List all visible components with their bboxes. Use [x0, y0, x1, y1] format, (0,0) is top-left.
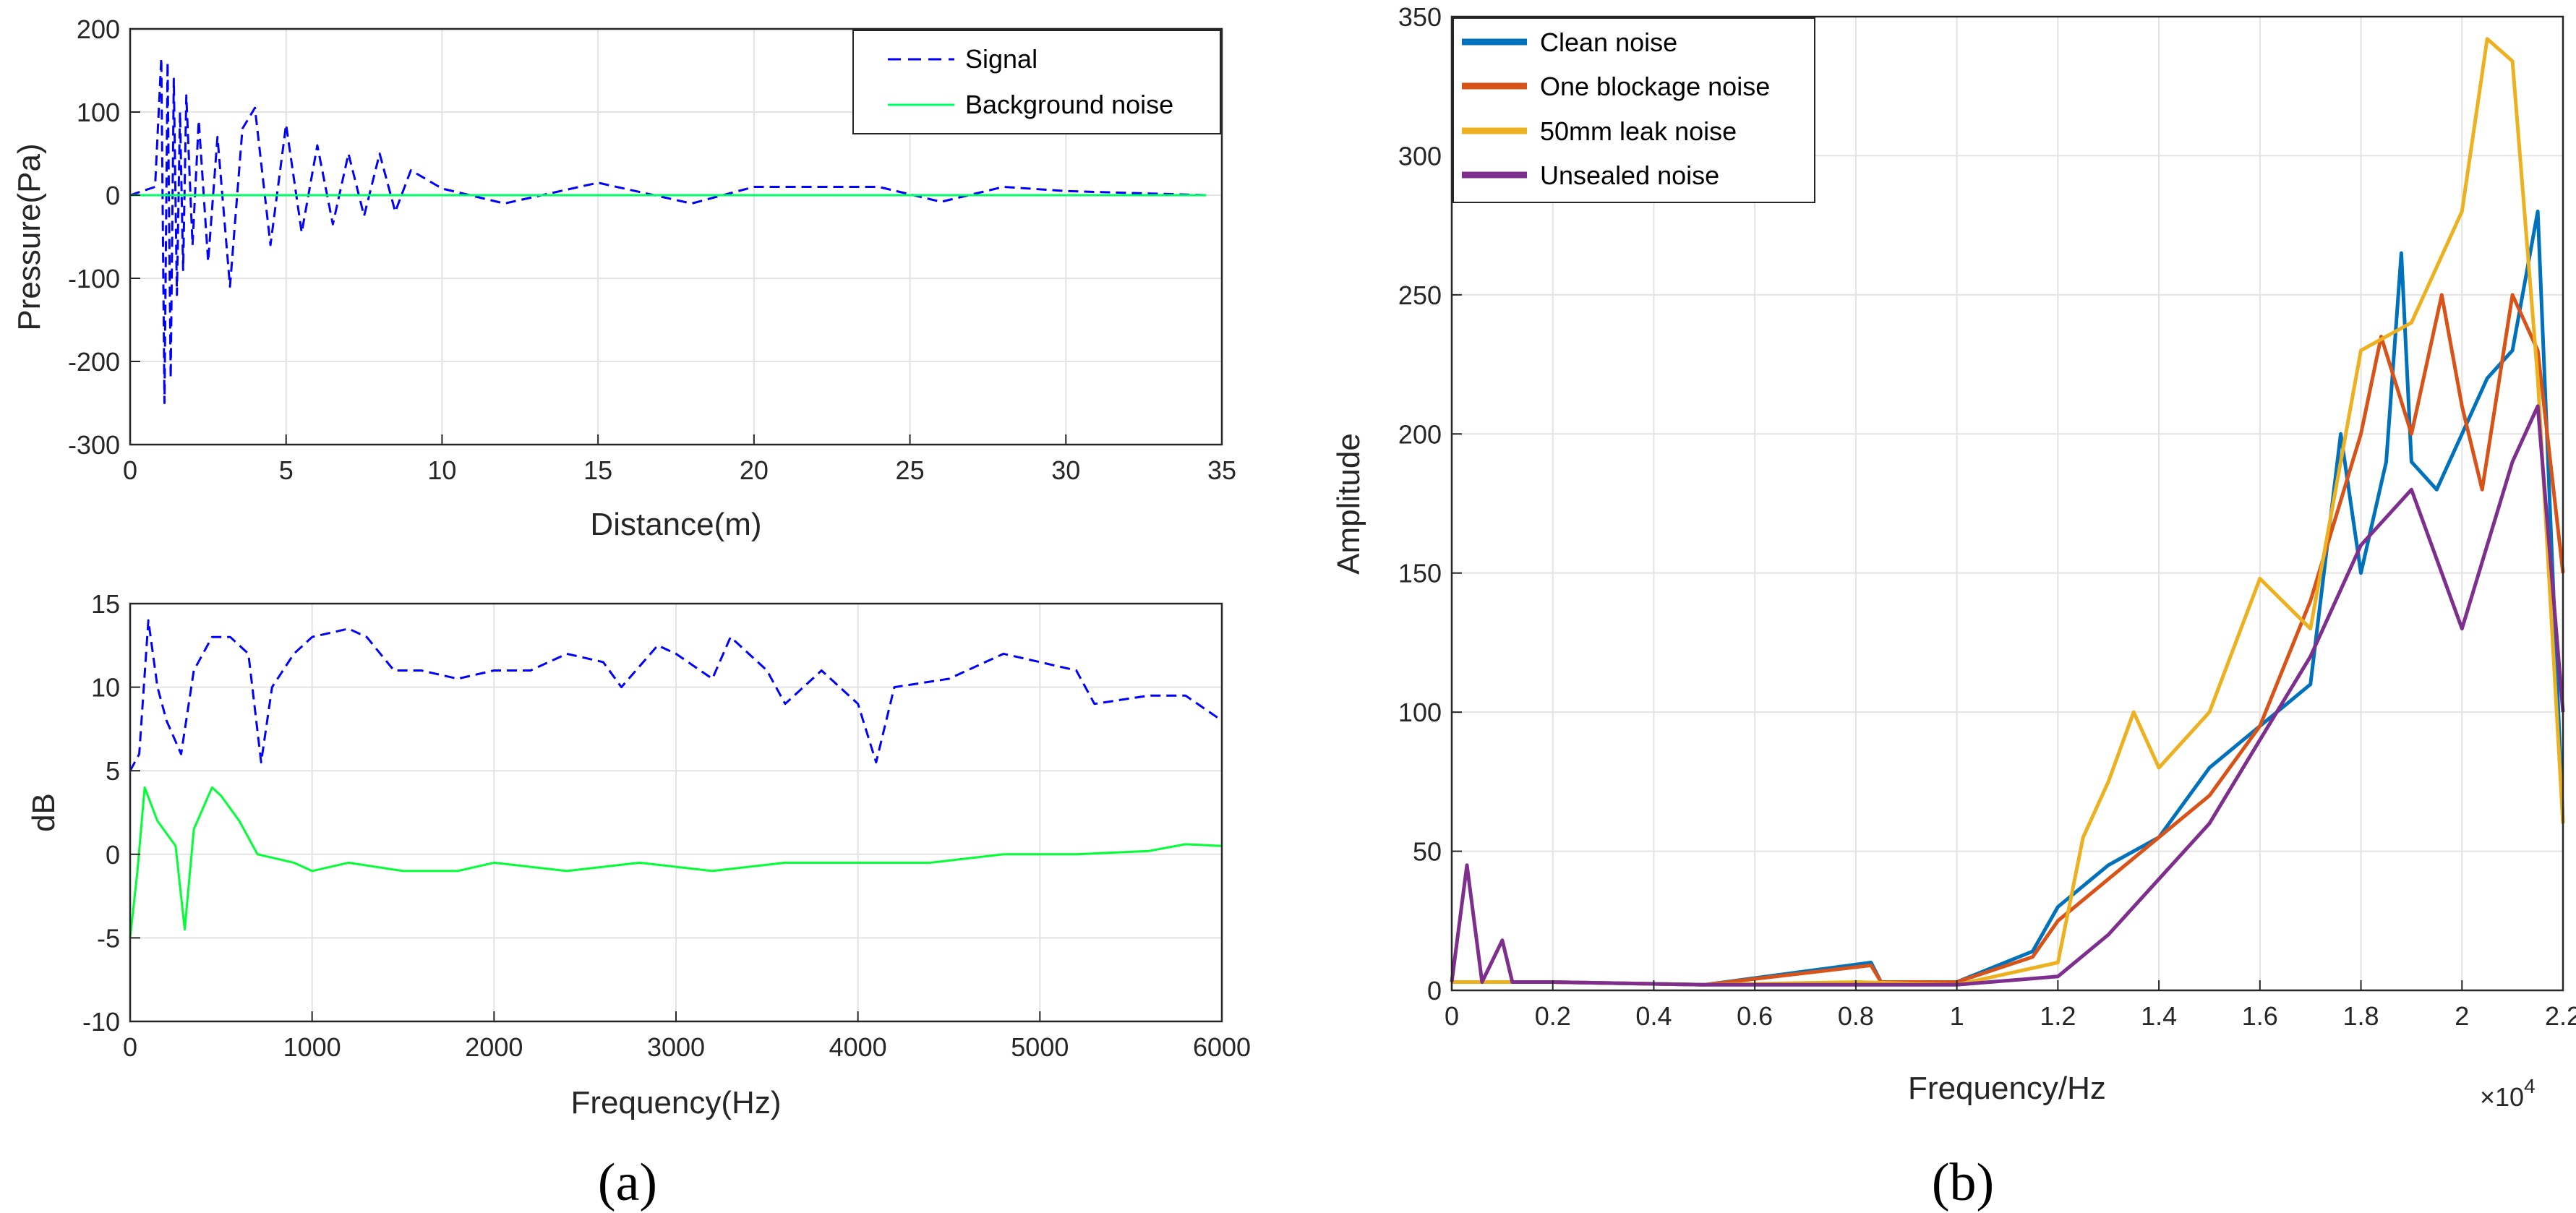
x-multiplier-base: ×10 — [2480, 1082, 2524, 1112]
x-tick-label: 15 — [583, 455, 612, 485]
caption-a: (a) — [598, 1153, 657, 1212]
x-tick-label: 1 — [1950, 1001, 1964, 1031]
y-tick-label: 300 — [1398, 141, 1442, 171]
y-tick-label: 0 — [106, 840, 120, 870]
y-tick-label: 10 — [91, 673, 120, 703]
x-tick-label: 1.2 — [2040, 1001, 2076, 1031]
y-axis-label: Pressure(Pa) — [12, 143, 47, 330]
x-multiplier-exponent: 4 — [2524, 1075, 2536, 1097]
x-tick-label: 30 — [1051, 455, 1080, 485]
legend: Signal Background noise — [852, 30, 1221, 134]
y-tick-label: -300 — [68, 430, 120, 460]
axes-frame — [129, 27, 1223, 446]
x-tick-label: 0 — [123, 1032, 137, 1062]
x-tick-label: 0 — [123, 455, 137, 485]
legend-box — [1452, 17, 1815, 203]
x-axis-label: Frequency/Hz — [1908, 1071, 2106, 1106]
y-tick-label: 5 — [106, 756, 120, 786]
legend-unsealed-noise-label: Unsealed noise — [1540, 160, 1719, 190]
x-tick-label: 1.8 — [2343, 1001, 2379, 1031]
series-line-one-blockage-noise — [1452, 293, 2565, 987]
y-tick-label: -200 — [68, 347, 120, 377]
x-tick-label: 5000 — [1011, 1032, 1069, 1062]
y-tick-label: 100 — [77, 98, 120, 127]
legend: Clean noise One blockage noise 50mm leak… — [1452, 17, 1815, 203]
y-tick-label: -5 — [97, 923, 120, 953]
series-line-background-noise — [129, 786, 1223, 938]
x-tick-label: 4000 — [829, 1032, 887, 1062]
x-tick-label: 3000 — [647, 1032, 705, 1062]
legend-background-noise-label: Background noise — [965, 90, 1173, 119]
axes-frame — [1450, 15, 2564, 992]
x-tick-label: 1.6 — [2242, 1001, 2278, 1031]
series-line-50mm-leak-noise — [1452, 37, 2565, 987]
x-tick-label: 25 — [896, 455, 925, 485]
caption-b: (b) — [1932, 1153, 1994, 1212]
legend-leak-noise-label: 50mm leak noise — [1540, 116, 1737, 146]
x-tick-label: 2.2 — [2545, 1001, 2576, 1031]
x-tick-label: 10 — [427, 455, 456, 485]
y-tick-label: 0 — [106, 181, 120, 210]
y-tick-label: -100 — [68, 264, 120, 293]
x-tick-label: 20 — [740, 455, 769, 485]
series-line-signal — [129, 56, 1207, 404]
x-tick-label: 0 — [1445, 1001, 1459, 1031]
x-tick-label: 2000 — [465, 1032, 523, 1062]
legend-blockage-noise-label: One blockage noise — [1540, 72, 1770, 101]
x-tick-label: 0.4 — [1635, 1001, 1672, 1031]
x-tick-label: 35 — [1207, 455, 1236, 485]
x-tick-label: 5 — [279, 455, 294, 485]
y-tick-label: 200 — [77, 14, 120, 44]
x-tick-label: 6000 — [1193, 1032, 1251, 1062]
legend-box — [852, 30, 1221, 134]
legend-clean-noise-label: Clean noise — [1540, 27, 1677, 57]
y-tick-label: 150 — [1398, 559, 1442, 588]
y-tick-label: 100 — [1398, 698, 1442, 727]
x-tick-label: 0.2 — [1535, 1001, 1571, 1031]
x-tick-label: 1.4 — [2141, 1001, 2177, 1031]
y-tick-label: 200 — [1398, 419, 1442, 449]
y-tick-label: 0 — [1427, 976, 1442, 1006]
x-axis-label: Distance(m) — [590, 507, 761, 542]
x-tick-label: 0.8 — [1838, 1001, 1874, 1031]
x-tick-label: 0.6 — [1737, 1001, 1773, 1031]
x-axis-multiplier: ×104 — [2480, 1075, 2536, 1112]
panel-b-chart: 0 0.2 0.4 0.6 0.8 1 1.2 1.4 1.6 1.8 2 2.2 350 300 250 2… — [1331, 2, 2576, 1112]
x-tick-label: 1000 — [283, 1032, 341, 1062]
y-tick-label: 15 — [91, 589, 120, 619]
x-axis-label: Frequency(Hz) — [571, 1085, 782, 1120]
y-axis-label: Amplitude — [1331, 433, 1366, 575]
panel-a-bottom-chart: 0 1000 2000 3000 4000 5000 6000 15 10 5 0 -5 -10 Fre… — [26, 589, 1251, 1120]
series-line-signal — [129, 619, 1223, 771]
series-line-unsealed-noise — [1450, 404, 2565, 987]
y-tick-label: 50 — [1413, 837, 1442, 867]
legend-signal-label: Signal — [965, 44, 1037, 74]
y-tick-label: 250 — [1398, 280, 1442, 310]
y-tick-label: 350 — [1398, 2, 1442, 32]
x-tick-label: 2 — [2455, 1001, 2469, 1031]
y-tick-label: -10 — [82, 1007, 120, 1037]
panel-a-top-chart: 0 5 10 15 20 25 30 35 200 100 0 -100 -200 -300 Distan… — [12, 14, 1236, 542]
y-axis-label: dB — [26, 793, 61, 832]
